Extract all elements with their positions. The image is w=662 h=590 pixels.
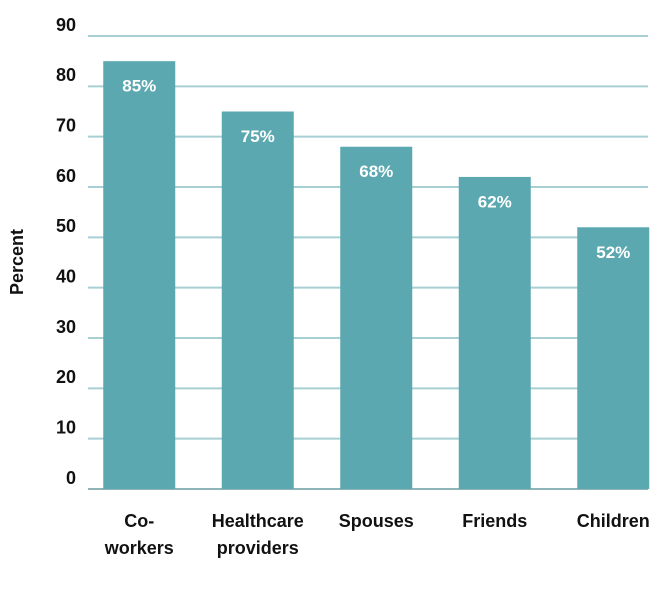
y-tick-label: 10 <box>56 417 76 437</box>
y-tick-label: 40 <box>56 266 76 286</box>
y-tick-label: 80 <box>56 65 76 85</box>
bar <box>458 176 531 489</box>
x-tick-label: Children <box>577 511 650 531</box>
x-tick-label: Friends <box>462 511 527 531</box>
bar <box>340 146 413 489</box>
y-tick-label: 60 <box>56 166 76 186</box>
y-tick-label: 50 <box>56 216 76 236</box>
value-label: 85% <box>122 77 156 96</box>
value-label: 62% <box>478 192 512 211</box>
x-tick-label: Healthcare providers <box>212 511 304 558</box>
y-tick-label: 90 <box>56 15 76 35</box>
value-label: 52% <box>596 243 630 262</box>
y-tick-label: 0 <box>66 468 76 488</box>
x-tick-label: Co-workers <box>104 511 174 558</box>
x-tick-label: Spouses <box>339 511 414 531</box>
bar <box>103 61 176 490</box>
bar <box>577 227 650 489</box>
bar <box>221 111 294 489</box>
y-tick-label: 20 <box>56 367 76 387</box>
y-tick-label: 70 <box>56 115 76 135</box>
value-label: 68% <box>359 162 393 181</box>
value-label: 75% <box>241 127 275 146</box>
y-tick-label: 30 <box>56 317 76 337</box>
y-axis-label: Percent <box>7 229 27 295</box>
